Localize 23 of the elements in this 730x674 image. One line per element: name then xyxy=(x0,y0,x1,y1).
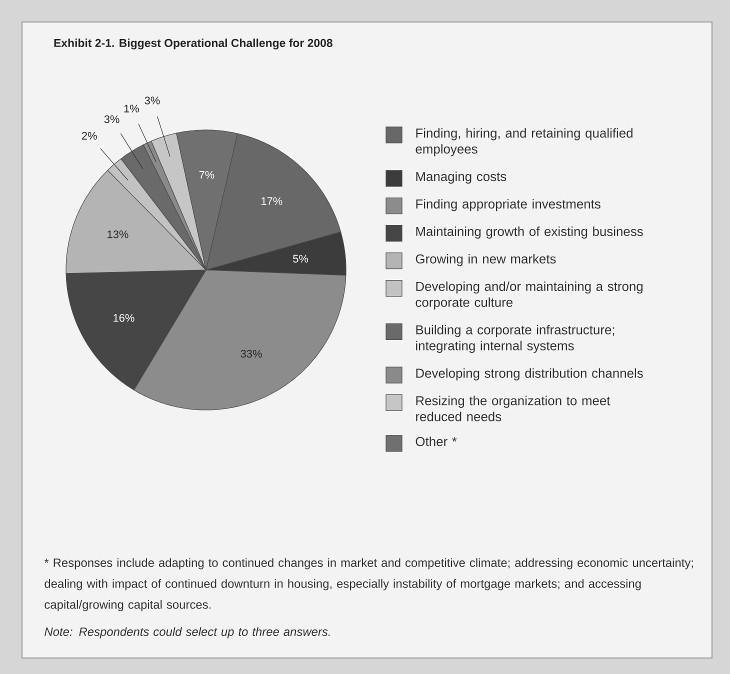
data-label: 5% xyxy=(293,254,308,263)
chart-title: Exhibit 2-1. Biggest Operational Challenge for 2008 xyxy=(54,38,332,50)
data-label: 3% xyxy=(144,96,160,104)
data-label: 7% xyxy=(199,170,214,179)
legend-label: Developing and/or maintaining a strong corporate culture xyxy=(416,281,643,310)
legend-label: Finding, hiring, and retaining qualified employees xyxy=(416,128,632,156)
legend-label: Managing costs xyxy=(416,172,506,184)
legend-label: Finding appropriate investments xyxy=(416,199,600,212)
legend-label: Other * xyxy=(416,436,457,446)
data-label: 16% xyxy=(114,314,134,322)
data-label: 1% xyxy=(124,104,139,112)
legend-label: Developing strong distribution channels xyxy=(416,368,643,380)
text: Note: Respondents could select up to three answers. xyxy=(44,627,330,638)
legend-label: Resizing the organization to meet reduced needs xyxy=(416,396,610,422)
legend-label: Maintaining growth of existing business xyxy=(416,226,643,239)
text: * Responses include adapting to continued changes in market and competitive climate; addressing economic uncertainty; dealing with impact of continued downturn in housing, especially instability of mortgage markets; and accessing capital/growing capital sources. xyxy=(44,558,693,612)
data-label: 2% xyxy=(82,132,97,140)
data-label: 3% xyxy=(104,115,120,124)
legend-label: Growing in new markets xyxy=(416,254,556,266)
data-label: 17% xyxy=(262,197,282,205)
data-label: 33% xyxy=(240,350,262,358)
legend-label: Building a corporate infrastructure; integrating internal systems xyxy=(416,324,614,353)
data-label: 13% xyxy=(108,230,128,238)
